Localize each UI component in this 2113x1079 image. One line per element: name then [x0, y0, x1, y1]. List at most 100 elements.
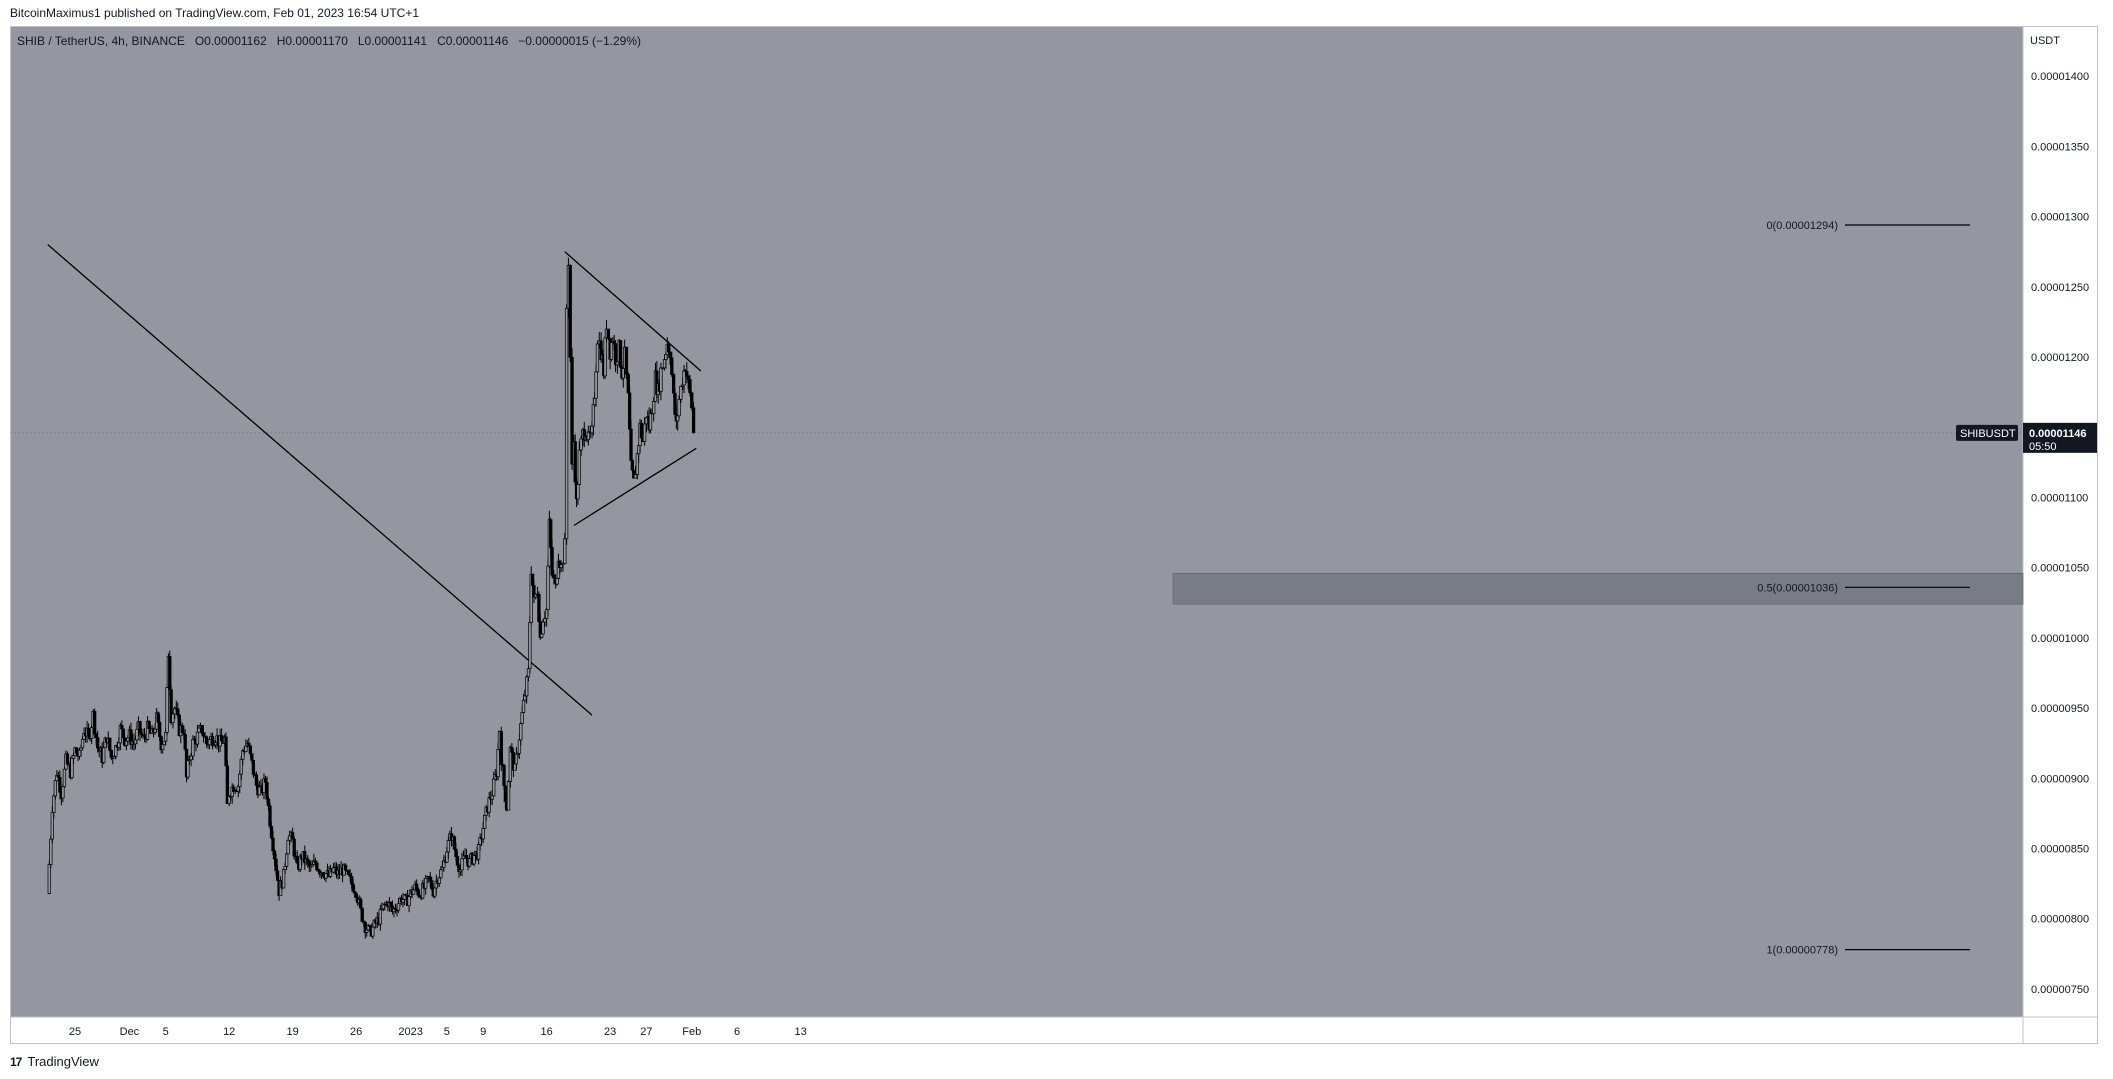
- candle-body: [502, 764, 506, 787]
- candle-body: [71, 755, 76, 759]
- fib-level-0-5-label: 0.5(0.00001036): [1757, 582, 1838, 594]
- candle-body: [528, 622, 532, 669]
- candle-body: [153, 728, 157, 733]
- candle-body: [244, 745, 248, 752]
- candle-body: [197, 727, 201, 733]
- candle-body: [239, 758, 243, 775]
- candle-body: [271, 837, 275, 852]
- trendline-layer: [47, 244, 702, 716]
- price-tick-label: 0.00001350: [2031, 141, 2089, 153]
- candle-body: [476, 844, 481, 860]
- price-tick-label: 0.00001250: [2031, 282, 2089, 294]
- low-value: L0.00001141: [357, 34, 428, 48]
- candle-body: [53, 780, 57, 797]
- candle-body: [595, 343, 600, 373]
- candle-body: [688, 379, 692, 394]
- candle-body: [93, 710, 97, 734]
- candle-body: [577, 449, 581, 485]
- candle-body: [401, 899, 405, 903]
- tradingview-brand[interactable]: 17 TradingView: [10, 1054, 99, 1069]
- candle-body: [546, 565, 550, 610]
- candle-body: [349, 876, 354, 885]
- candle-body: [677, 398, 681, 417]
- candle-body: [265, 782, 269, 800]
- candle-body: [263, 778, 268, 783]
- candle-body: [49, 838, 53, 865]
- candle-body: [74, 747, 79, 754]
- candle-body: [472, 855, 476, 865]
- candle-body: [559, 564, 563, 568]
- candle-body: [661, 367, 665, 370]
- candle-body: [210, 736, 215, 747]
- candle-body: [464, 855, 469, 859]
- candle-body: [52, 795, 56, 813]
- close-value: C0.00001146: [437, 34, 509, 48]
- time-axis-ticks: 25 Dec 5 12 19 26 2023 5 9 16 23 27 Feb 6 13: [69, 1026, 807, 1038]
- candle-body: [414, 883, 419, 890]
- candle-body: [455, 856, 460, 866]
- candle-body: [424, 877, 428, 889]
- candle-body: [670, 357, 674, 375]
- price-axis[interactable]: [2023, 27, 2097, 1043]
- candle-body: [219, 735, 224, 742]
- time-tick-label: 13: [794, 1026, 806, 1038]
- candle-body: [564, 307, 569, 540]
- candle-body: [315, 862, 319, 871]
- brand-label: TradingView: [27, 1054, 99, 1069]
- candle-body: [445, 851, 449, 863]
- candle-body: [248, 745, 253, 755]
- candle-body: [161, 744, 165, 750]
- candle-body: [269, 826, 274, 839]
- candle-body: [396, 903, 401, 911]
- candle-body: [183, 734, 187, 750]
- fib-level-1-label: 1(0.00000778): [1766, 945, 1838, 957]
- price-tick-label: 0.00000800: [2031, 914, 2089, 926]
- candle-body: [47, 864, 51, 894]
- candle-body: [540, 633, 544, 638]
- publisher-header: BitcoinMaximus1 published on TradingView…: [10, 6, 420, 20]
- candle-body: [147, 721, 151, 730]
- symbol-label[interactable]: SHIB / TetherUS, 4h, BINANCE: [17, 34, 185, 48]
- candle-body: [615, 361, 620, 366]
- candle-body: [691, 407, 696, 433]
- support-zone: [1172, 572, 2024, 605]
- candle-body: [200, 725, 204, 734]
- candle-body: [523, 695, 527, 701]
- candle-body: [268, 805, 272, 827]
- candle-body: [613, 343, 618, 366]
- candle-body: [238, 773, 242, 787]
- candle-body: [563, 538, 567, 565]
- candle-body: [618, 340, 623, 368]
- price-tick-label: 0.00001200: [2031, 352, 2089, 364]
- symbol-legend[interactable]: SHIB / TetherUS, 4h, BINANCE O0.00001162…: [17, 34, 641, 48]
- candle-body: [514, 753, 519, 765]
- candle-body: [378, 908, 383, 925]
- candle-body: [467, 858, 472, 867]
- fibonacci-layer: 0(0.00001294) 0.5(0.00001036) 1(0.00000778…: [1757, 220, 1970, 957]
- candle-body: [679, 385, 683, 400]
- change-value: −0.00000015 (−1.29%): [518, 34, 642, 48]
- candle-body: [225, 765, 230, 805]
- candle-body: [576, 484, 580, 500]
- candle-body: [126, 737, 130, 742]
- candle-body: [520, 712, 524, 724]
- candle-body: [543, 618, 547, 623]
- candle-body: [189, 755, 193, 761]
- candle-body: [61, 786, 65, 799]
- candle-body: [487, 797, 491, 813]
- candle-body: [351, 883, 355, 892]
- candle-body: [324, 873, 328, 879]
- currency-label: USDT: [2030, 35, 2060, 47]
- candle-body: [371, 926, 375, 937]
- price-tick-label: 0.00001000: [2031, 633, 2089, 645]
- time-tick-label: 19: [287, 1026, 299, 1038]
- time-axis[interactable]: [11, 1017, 2023, 1043]
- candle-body: [168, 656, 172, 690]
- chart-panel[interactable]: [11, 27, 2023, 1017]
- candle-body: [195, 731, 200, 745]
- candle-body: [510, 747, 514, 753]
- candle-body: [632, 469, 636, 479]
- price-tick-label: 0.00000850: [2031, 843, 2089, 855]
- candle-body: [121, 728, 126, 739]
